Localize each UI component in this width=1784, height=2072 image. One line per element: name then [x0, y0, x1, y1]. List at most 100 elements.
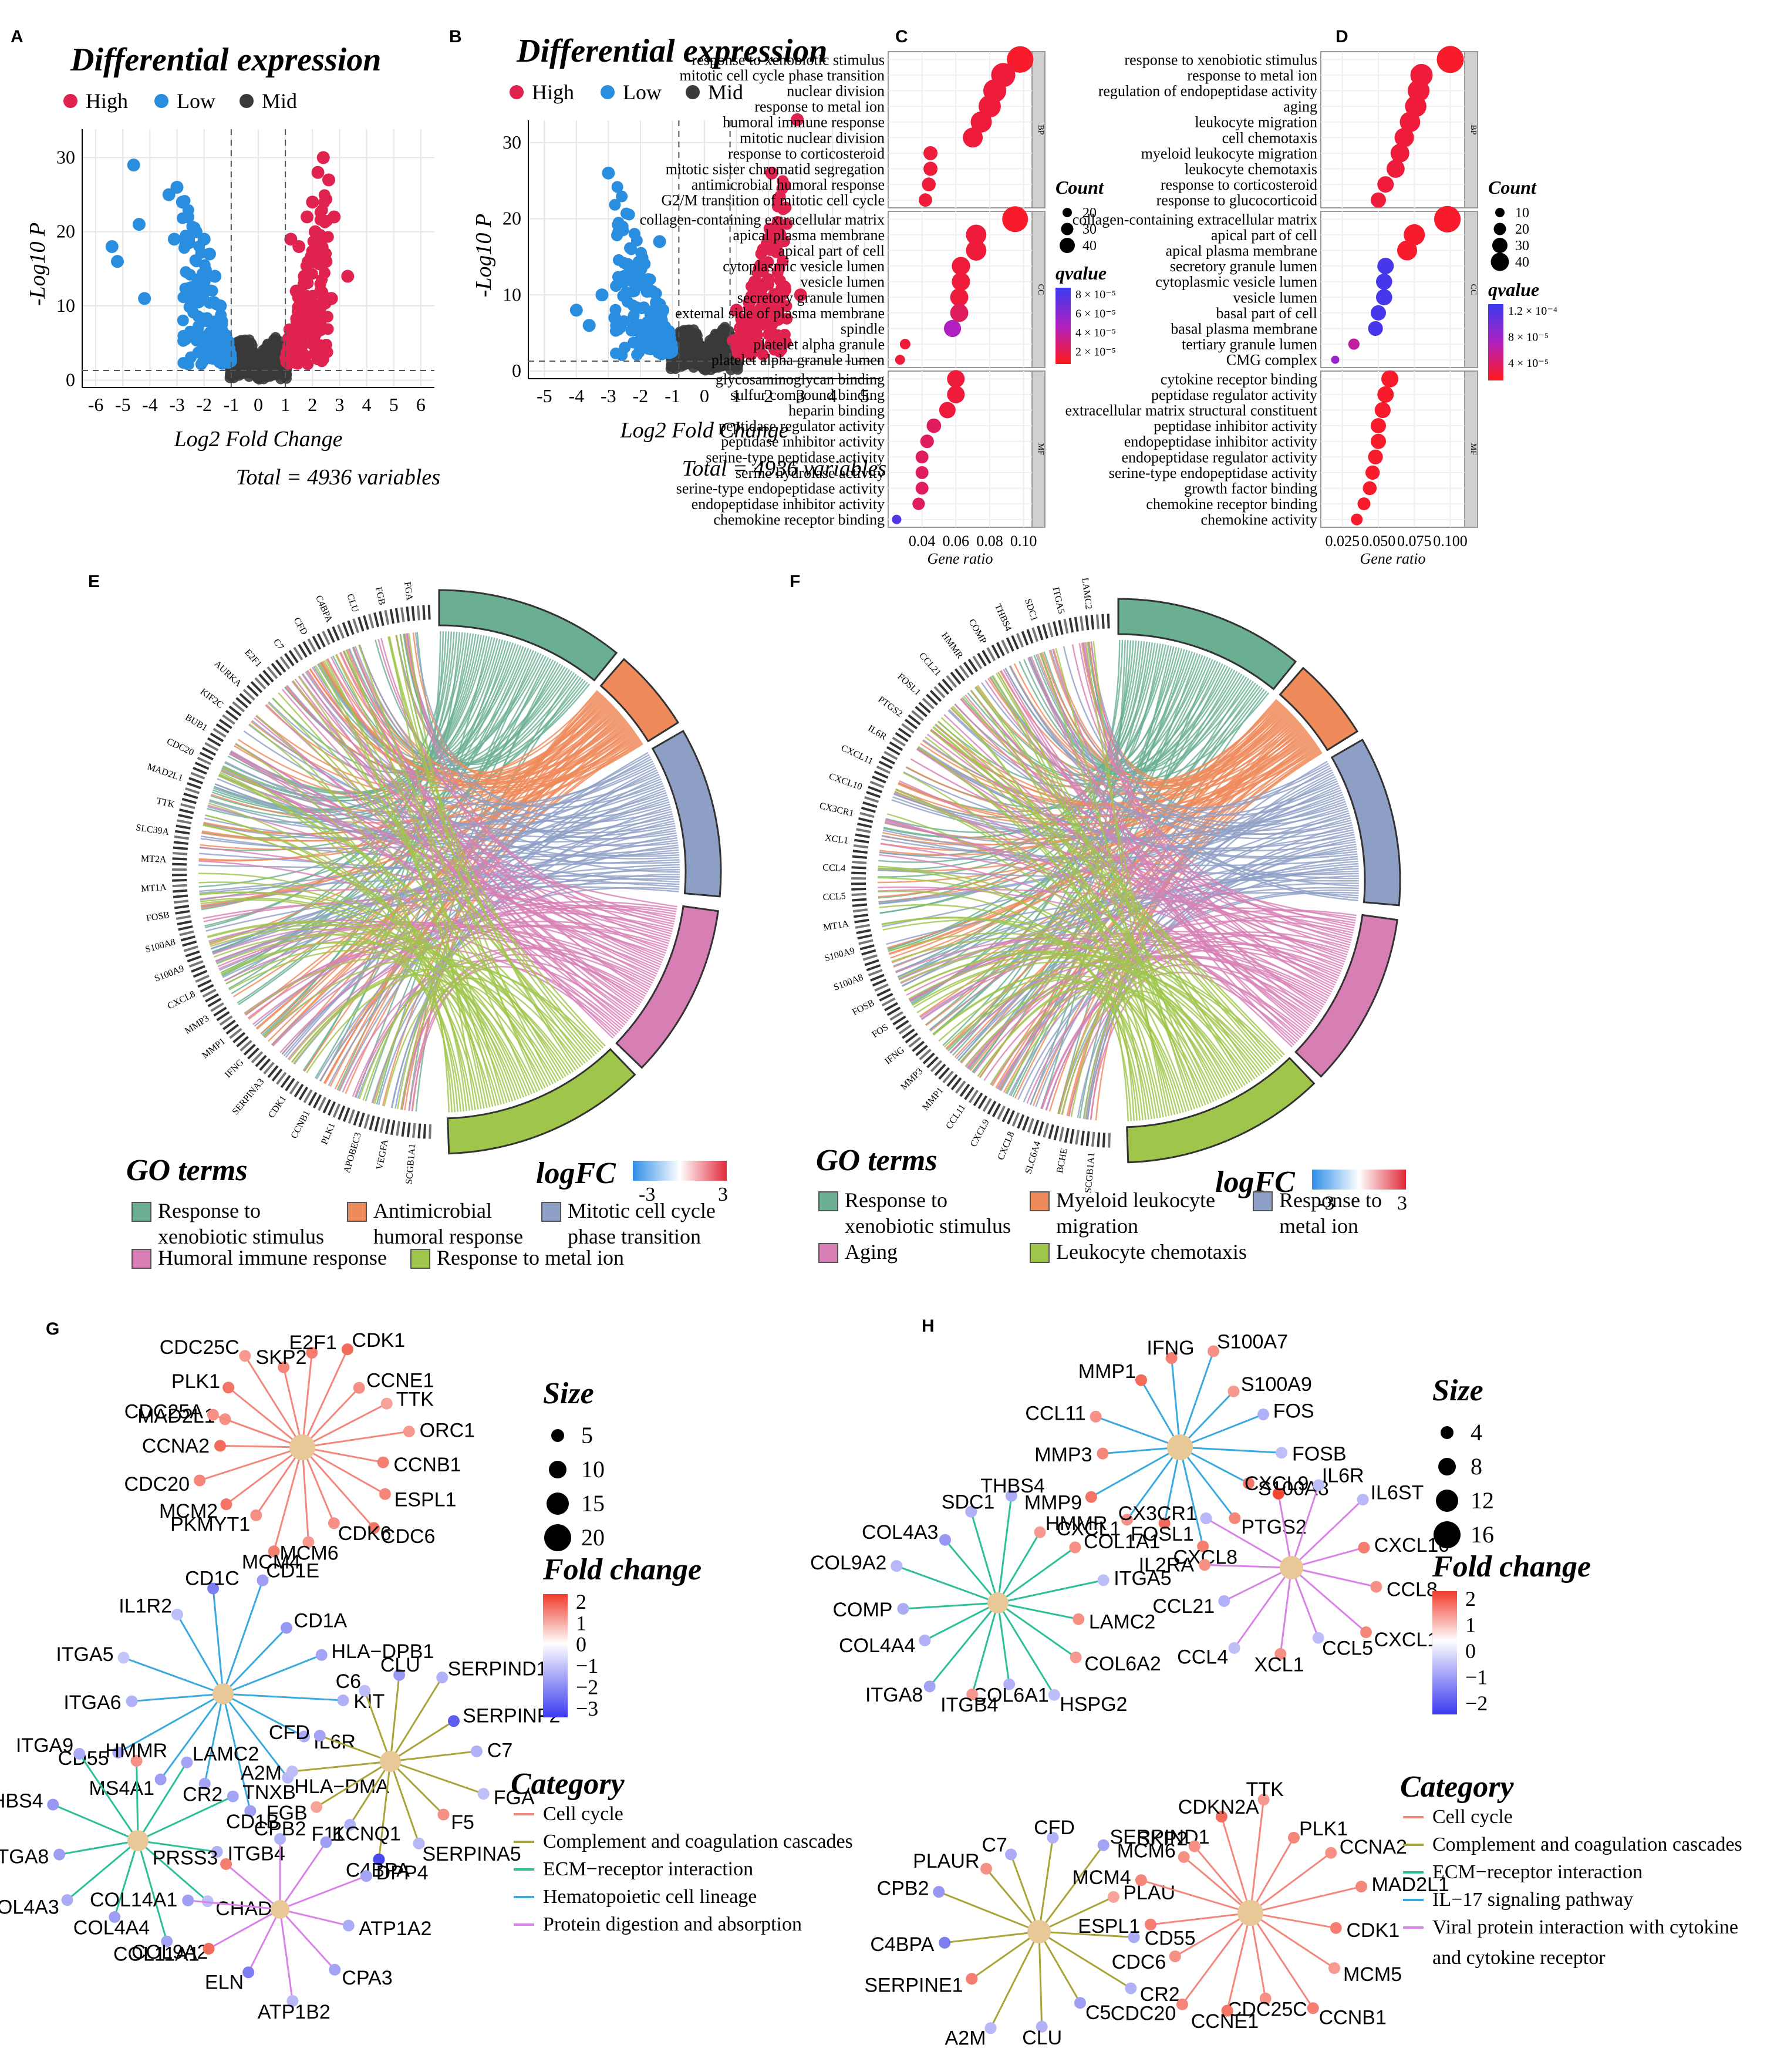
gene-tick — [1068, 618, 1074, 633]
gene-label: PLAUR — [913, 1850, 979, 1872]
gene-label: APOBEC3 — [342, 1131, 363, 1174]
term-label: secretory granule lumen — [737, 289, 885, 306]
gene-tick — [185, 787, 200, 794]
category-hub — [987, 1592, 1009, 1613]
size-legend-title: Size — [543, 1377, 594, 1410]
gene-label: MCM4 — [1073, 1867, 1131, 1889]
gene-node — [320, 1836, 332, 1848]
fold-change-title: Fold change — [1432, 1550, 1591, 1584]
mid-point — [698, 358, 709, 369]
gene-label: IL6ST — [1371, 1482, 1424, 1504]
qvalue-legend-label: 4 × 10⁻⁵ — [1075, 326, 1116, 339]
category-hub — [1280, 1556, 1303, 1579]
high-point — [317, 353, 329, 365]
network-edge — [1010, 1854, 1040, 1932]
low-point — [636, 252, 649, 264]
gene-label: SERPINE1 — [864, 1975, 963, 1997]
gene-tick — [1095, 614, 1100, 629]
gene-tick — [328, 1101, 336, 1116]
gene-label: DPP4 — [376, 1862, 429, 1884]
term-label: aging — [1283, 98, 1317, 115]
go-dot — [947, 370, 965, 388]
gene-label: CCL4 — [1177, 1646, 1228, 1669]
x-tick: -6 — [88, 394, 104, 415]
gene-label: COL6A2 — [1084, 1653, 1161, 1675]
gene-tick — [185, 950, 200, 958]
high-point — [306, 196, 319, 209]
gene-tick — [1037, 1121, 1044, 1136]
gene-label: C5 — [1085, 2002, 1111, 2024]
gene-label: CDC25A — [124, 1400, 203, 1423]
go-term-arc — [438, 589, 618, 682]
term-label: vesicle lumen — [800, 274, 885, 291]
gene-label: SERPINA5 — [423, 1843, 521, 1865]
gene-tick — [173, 846, 188, 850]
gene-tick — [1031, 627, 1039, 642]
go-dot — [1357, 497, 1371, 511]
category-label: Complement and coagulation cascades — [1432, 1834, 1742, 1855]
gene-label: HMMR — [939, 631, 965, 661]
term-label: apical part of cell — [1211, 227, 1317, 244]
gene-node — [61, 1894, 73, 1906]
total-label: Total = 4936 variables — [236, 465, 440, 490]
go-dot — [939, 402, 956, 419]
gene-tick — [412, 1123, 416, 1138]
term-label: chemokine receptor binding — [1146, 496, 1317, 513]
gene-node — [1357, 1494, 1369, 1506]
gene-node — [181, 1756, 193, 1768]
go-dot — [950, 304, 969, 322]
gene-label: CDC20 — [124, 1473, 190, 1495]
gene-tick — [326, 628, 335, 643]
network-edge — [1038, 1837, 1054, 1932]
go-term-label: Aging — [845, 1240, 898, 1264]
facet-label: MF — [1036, 443, 1045, 455]
gene-node — [1145, 1918, 1157, 1931]
gene-label: VEGFA — [375, 1138, 390, 1171]
gene-label: C7 — [487, 1740, 512, 1762]
gene-label: FOSL1 — [895, 672, 922, 698]
gene-label: CLU — [345, 592, 360, 614]
gene-tick — [172, 851, 188, 855]
x-tick: -4 — [142, 394, 158, 415]
gene-label: CDK1 — [352, 1329, 405, 1352]
gene-label: COL9A2 — [810, 1552, 886, 1574]
gene-tick — [1037, 625, 1044, 641]
gene-tick — [1091, 1131, 1095, 1147]
gene-label: CCNB1 — [1319, 2006, 1387, 2029]
go-dot — [1376, 289, 1392, 306]
gene-tick — [861, 806, 876, 813]
y-tick: 20 — [503, 208, 521, 229]
network-edge — [997, 1531, 1041, 1603]
high-point — [298, 269, 311, 283]
gene-tick — [179, 930, 194, 936]
gene-label: MT1A — [822, 919, 849, 933]
term-label: serine hydrolase activity — [736, 464, 885, 481]
gene-tick — [411, 606, 416, 621]
go-dot — [952, 257, 970, 275]
gene-tick — [1085, 1131, 1090, 1147]
gene-node — [933, 1886, 945, 1898]
gene-tick — [348, 1109, 355, 1124]
x-tick: 0.025 — [1326, 533, 1360, 550]
legend-label-mid: Mid — [262, 89, 297, 113]
gene-node — [1370, 1581, 1382, 1593]
gene-label: S100A9 — [153, 963, 186, 984]
low-point — [633, 319, 647, 332]
low-point — [630, 301, 643, 314]
count-legend-dot — [1493, 223, 1506, 235]
gene-label: CCL4 — [822, 863, 846, 873]
low-point — [602, 166, 615, 180]
gene-tick — [369, 1115, 375, 1131]
gene-node — [286, 1766, 298, 1778]
gene-node — [203, 1943, 215, 1955]
gene-label: E2F1 — [289, 1332, 337, 1354]
gene-node — [194, 1474, 206, 1487]
gene-label: CXCL11 — [839, 743, 875, 767]
gene-tick — [400, 607, 405, 622]
gene-node — [311, 1801, 323, 1813]
gene-tick — [180, 935, 195, 942]
fold-change-label: −1 — [576, 1654, 598, 1677]
fold-change-label: −3 — [576, 1697, 598, 1720]
go-dot — [1368, 321, 1383, 336]
category-title: Category — [511, 1767, 625, 1801]
